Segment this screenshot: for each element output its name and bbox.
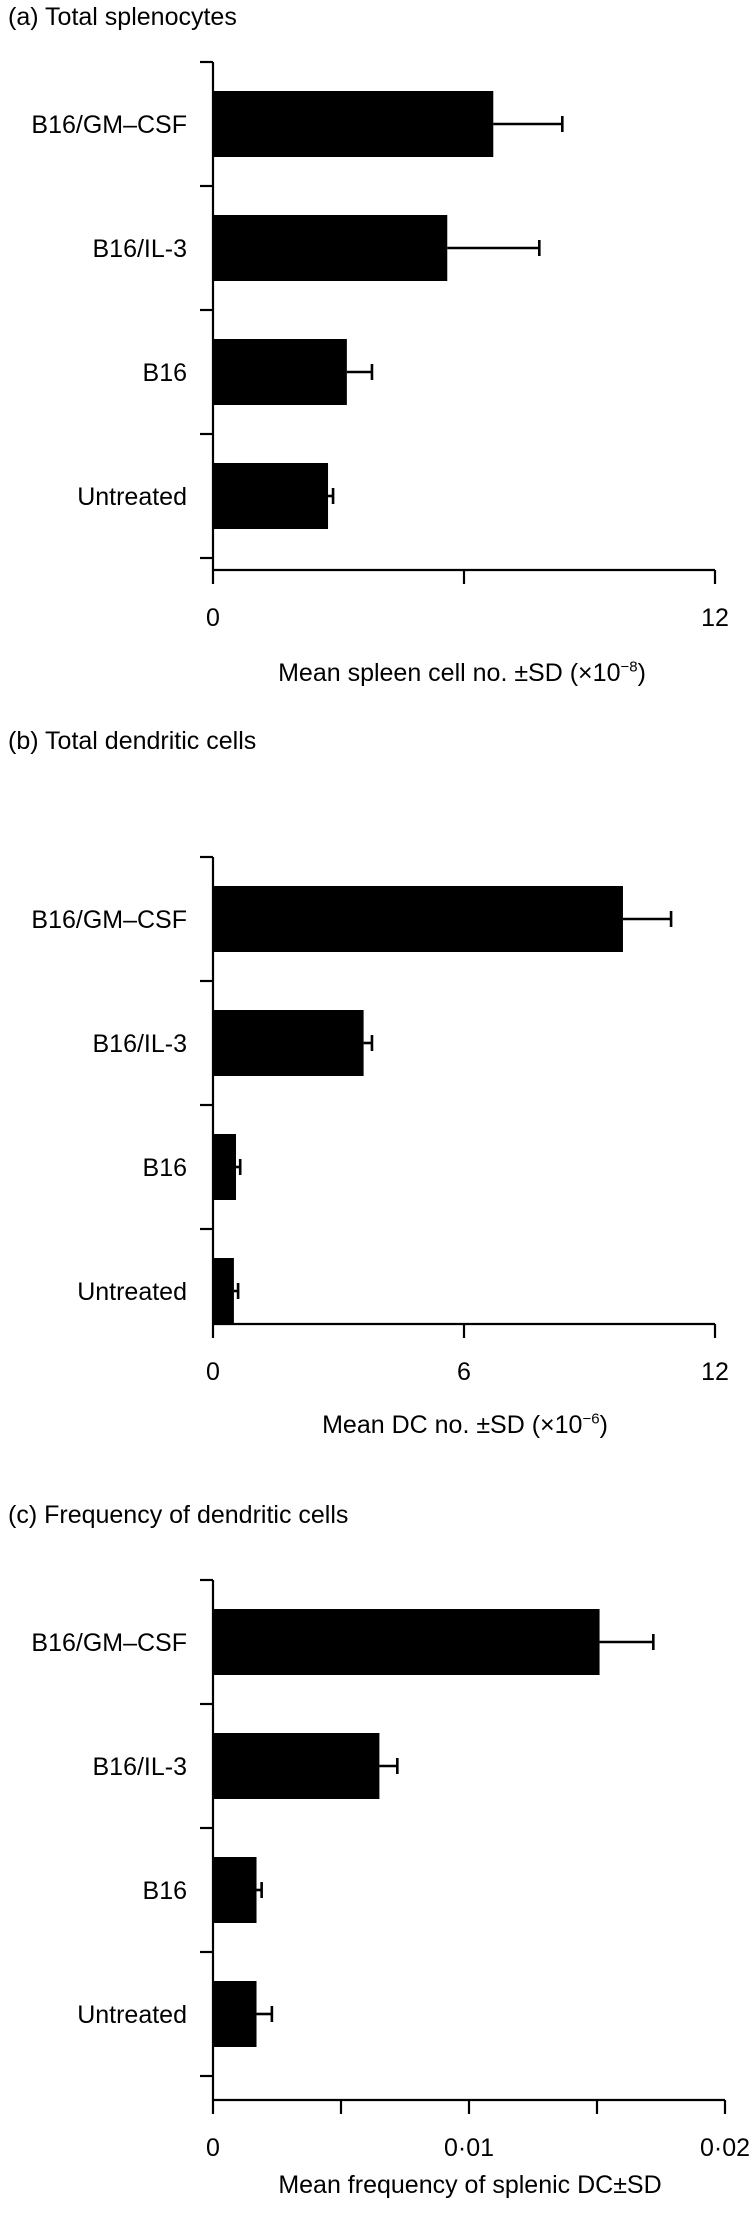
bar bbox=[213, 339, 347, 405]
bar bbox=[213, 1134, 237, 1200]
bar bbox=[213, 215, 448, 281]
x-tick-label: 0·02 bbox=[700, 2134, 750, 2162]
bar bbox=[213, 1857, 257, 1923]
bar bbox=[213, 1010, 364, 1076]
chart-title: (a) Total splenocytes bbox=[8, 3, 237, 31]
category-label: B16 bbox=[143, 1877, 187, 1905]
category-label: B16/GM–CSF bbox=[31, 111, 187, 139]
category-label: B16 bbox=[143, 359, 187, 387]
x-tick-label: 12 bbox=[701, 1358, 729, 1386]
bar bbox=[213, 1981, 257, 2047]
bar bbox=[213, 91, 494, 157]
bar bbox=[213, 1609, 600, 1675]
x-axis-label-close: ) bbox=[637, 659, 646, 687]
x-tick-label: 12 bbox=[701, 604, 729, 632]
bar-chart-total-dendritic-cells: 0 6 12 B16/GM–CSF B16/IL-3 B16 Untreated bbox=[31, 855, 729, 1386]
x-axis-label-exponent: −8 bbox=[620, 658, 638, 676]
x-tick-label: 6 bbox=[457, 1358, 471, 1386]
category-label: B16 bbox=[143, 1154, 187, 1182]
bar bbox=[213, 1258, 234, 1324]
x-tick-label: 0·01 bbox=[444, 2134, 494, 2162]
category-label: B16/GM–CSF bbox=[31, 1629, 187, 1657]
bar-chart-frequency-of-dendritic-cells: 0 0·01 0·02 B16/GM–CSF B16/IL-3 B16 Untreated bbox=[31, 1578, 750, 2162]
x-axis-label: Mean spleen cell no. ±SD (×10−8) bbox=[278, 658, 646, 688]
chart-panel-total-dendritic-cells: (b) Total dendritic cells 0 6 12 B16/GM–CSF… bbox=[0, 720, 755, 1460]
x-axis-label-text: Mean DC no. ±SD (×10 bbox=[322, 1411, 583, 1439]
bar bbox=[213, 1733, 380, 1799]
chart-panel-total-splenocytes: (a) Total splenocytes 0 12 B16/GM–CSF B16/I… bbox=[0, 0, 755, 715]
x-tick-label: 0 bbox=[206, 1358, 220, 1386]
category-label: Untreated bbox=[77, 1278, 187, 1306]
x-tick-label: 0 bbox=[206, 604, 220, 632]
x-axis-label-text: Mean spleen cell no. ±SD (×10 bbox=[278, 659, 621, 687]
category-label: B16/IL-3 bbox=[92, 235, 187, 263]
x-axis-label-text: Mean frequency of splenic DC±SD bbox=[278, 2171, 662, 2199]
bar-chart-total-splenocytes: 0 12 B16/GM–CSF B16/IL-3 B16 Untreated bbox=[31, 60, 729, 632]
category-label: Untreated bbox=[77, 483, 187, 511]
x-axis-label: Mean frequency of splenic DC±SD bbox=[278, 2170, 661, 2200]
x-axis-label-exponent: −6 bbox=[582, 1410, 600, 1428]
chart-panel-frequency-of-dendritic-cells: (c) Frequency of dendritic cells 0 0·01 0·… bbox=[0, 1464, 755, 2217]
category-label: B16/IL-3 bbox=[92, 1753, 187, 1781]
chart-title: (b) Total dendritic cells bbox=[8, 727, 257, 755]
bar bbox=[213, 463, 329, 529]
chart-title: (c) Frequency of dendritic cells bbox=[8, 1501, 349, 1529]
bar bbox=[213, 886, 623, 952]
category-label: Untreated bbox=[77, 2001, 187, 2029]
category-label: B16/GM–CSF bbox=[31, 906, 187, 934]
x-axis-label: Mean DC no. ±SD (×10−6) bbox=[322, 1410, 608, 1440]
x-axis-label-close: ) bbox=[599, 1411, 608, 1439]
x-tick-label: 0 bbox=[206, 2134, 220, 2162]
category-label: B16/IL-3 bbox=[92, 1030, 187, 1058]
